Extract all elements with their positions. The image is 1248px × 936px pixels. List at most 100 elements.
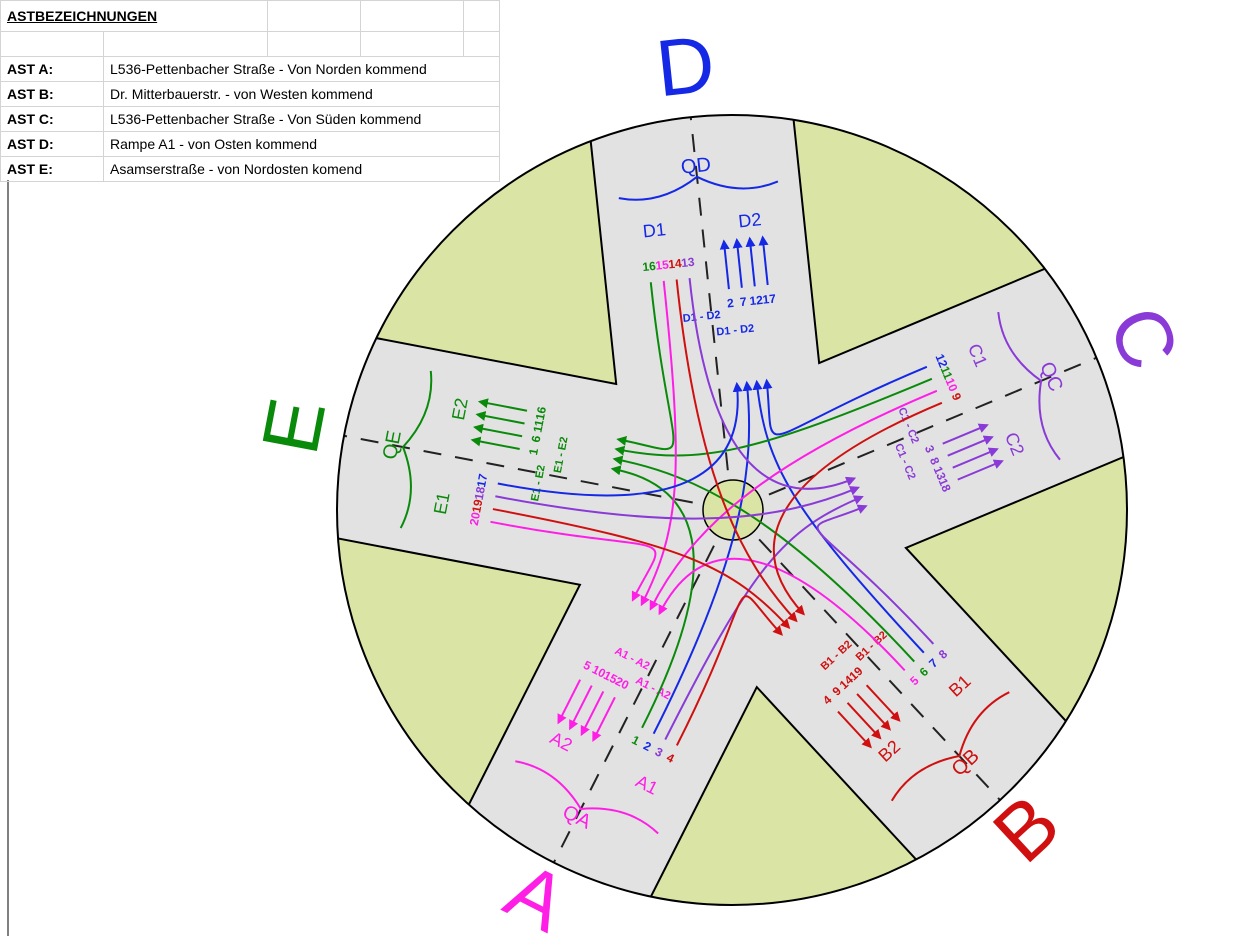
arm-key: AST C: [0,106,104,132]
stream-label: 3 [922,443,938,455]
stream-label: 7 [739,295,747,310]
lane-label: D1 [642,219,667,241]
arm-label: D [652,19,719,114]
arm-label: C [1092,294,1196,382]
outer-circle [336,114,1128,906]
arm-key: AST B: [0,81,104,107]
stream-label: 20 [467,511,483,527]
queue-label: QE [379,429,406,462]
exit-arrow [477,398,528,412]
stream-label: 8 [927,455,943,467]
exit-arrow [758,235,769,286]
table-row: AST C: L536-Pettenbacher Straße - Von Süd… [0,106,500,132]
turn-path [752,379,925,654]
turn-path [490,520,657,602]
stream-label: 19 [469,498,485,514]
turn-path [688,278,857,490]
empty-row [0,31,500,57]
arm-label: E [245,392,342,461]
turn-path [495,486,860,520]
stream-label: 13 [931,464,949,482]
stream-label: 15 [655,257,670,272]
cell [360,31,465,57]
stream-label: 10 [942,376,960,394]
exit-arrow [732,238,743,288]
stream-label: 12 [932,352,950,370]
exit-arrow [846,702,882,740]
turn-path [762,365,928,436]
cell [463,0,500,32]
table-title: ASTBEZEICHNUNGEN [0,0,269,32]
turn-path [612,455,915,663]
arm-key: AST D: [0,131,104,157]
table-body: AST A: L536-Pettenbacher Straße - Von Nor… [0,56,500,182]
cell [360,0,465,32]
arm-description: L536-Pettenbacher Straße - Von Süden kom… [103,106,500,132]
turn-path [492,508,791,630]
cell [267,31,362,57]
cell [0,31,104,57]
turn-path [675,279,798,623]
stream-label: 6 [529,434,544,444]
stream-label: 15 [601,668,620,687]
stream-label: 2 [726,296,734,311]
stream-label: 12 [749,293,764,308]
stream-label: 16 [642,259,657,274]
queue-brace [399,370,433,529]
stream-label: 18 [472,485,488,501]
exit-arrow [557,679,582,725]
lane-label: E2 [448,396,472,421]
lane-label: E1 [430,491,454,516]
lane-label: D2 [737,209,762,231]
stream-label: 14 [668,256,683,271]
turn-path [497,381,743,497]
arm-description: L536-Pettenbacher Straße - Von Norden ko… [103,56,500,82]
exit-arrow [952,447,999,469]
exit-arrow [837,710,872,749]
queue-brace [515,760,659,835]
stream-label: 16 [533,405,549,421]
exit-arrow [475,411,525,425]
stream-label: 1 [526,447,541,457]
legend-table: ASTBEZEICHNUNGEN AST A: L536-Pettenbacher… [0,0,500,182]
stream-label: 10 [590,662,609,681]
queue-brace [997,311,1061,461]
stream-label: 9 [949,391,965,403]
exit-arrow [592,696,616,742]
exit-arrow [942,423,989,445]
exit-arrow [719,239,730,290]
arm-description: Rampe A1 - von Osten kommend [103,131,500,157]
cell [102,31,269,57]
turn-path [816,504,935,645]
turn-path [616,282,675,451]
stream-label: 11 [938,364,956,381]
stream-label: 17 [474,472,490,488]
arm-description: Dr. Mitterbauerstr. - von Westen kommend [103,81,500,107]
exit-arrow [856,693,892,731]
arm-key: AST A: [0,56,104,82]
arm-description: Asamserstraße - von Nordosten komend [103,156,500,182]
turn-path [675,595,783,746]
table-row: AST A: L536-Pettenbacher Straße - Von Nor… [0,56,500,82]
lane-group-label: D1 - D2 [716,323,755,339]
turn-path [649,389,938,611]
roads [337,115,1127,905]
turn-path [652,380,753,735]
turn-path [658,558,906,672]
exit-arrow [569,685,593,731]
exit-arrow [470,436,520,450]
exit-arrow [947,435,994,457]
stream-label: 17 [762,291,777,306]
queue-brace [618,175,779,201]
table-row: AST B: Dr. Mitterbauerstr. - von Westen k… [0,81,500,107]
turn-path [610,465,695,729]
table-row: AST E: Asamserstraße - von Nordosten kome… [0,156,500,182]
cell [463,31,500,57]
exit-arrow [865,684,901,722]
stream-label: 20 [613,674,632,693]
lane-group-label: D1 - D2 [682,309,721,325]
queue-label: QD [680,154,712,179]
exit-arrow [473,423,523,438]
